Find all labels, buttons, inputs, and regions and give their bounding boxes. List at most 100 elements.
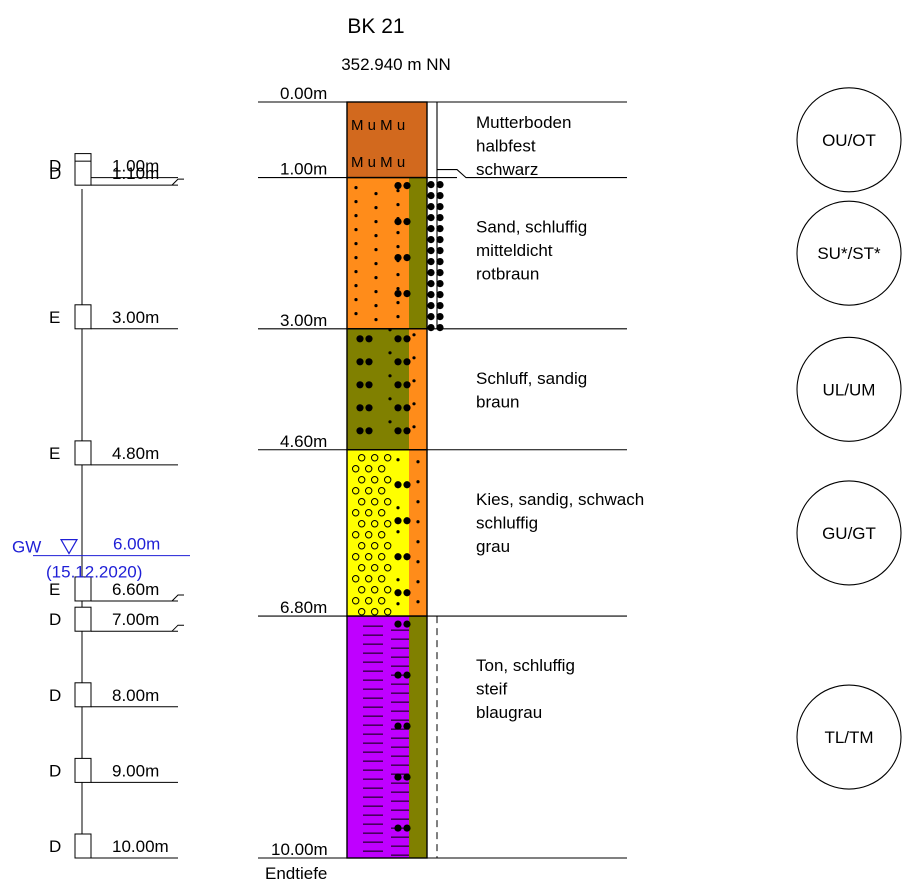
layer-top-depth-label: 1.00m — [280, 160, 327, 179]
sample-3: E 3.00m — [49, 304, 178, 330]
pattern-text: M u M u — [351, 117, 405, 134]
layer-top-depth-label: 0.00m — [280, 84, 327, 103]
pattern-double-dot — [394, 620, 402, 628]
pattern-dot — [396, 602, 400, 606]
pattern-dot — [374, 206, 378, 210]
layer-3 — [346, 328, 428, 451]
pattern-dot — [374, 290, 378, 294]
layer-fill — [347, 102, 427, 178]
gravel-circle — [383, 520, 392, 528]
gravel-circle — [364, 531, 373, 539]
pattern-dot — [396, 273, 400, 277]
pattern-dot — [412, 402, 416, 406]
gravel-circle — [377, 487, 386, 495]
soil-group-circle — [796, 200, 902, 306]
gravel-circle — [351, 487, 360, 495]
pattern-double-dot — [394, 517, 402, 525]
pattern-dot — [396, 231, 400, 235]
layer-description-line: schwarz — [476, 160, 538, 179]
gravel-circle — [351, 553, 360, 561]
layer-description-line: steif — [476, 680, 507, 699]
sample-box — [74, 304, 92, 330]
pattern-dot — [354, 312, 358, 316]
groundwater-depth-label: 6.00m — [113, 535, 160, 554]
pattern-dot — [416, 580, 420, 584]
gravel-circle — [370, 454, 379, 462]
layer-description-line: Mutterboden — [476, 113, 571, 132]
sample-box — [74, 682, 92, 708]
soil-group-label: GU/GT — [822, 524, 876, 543]
pattern-dot — [388, 374, 392, 378]
sample-type: D — [49, 157, 61, 176]
gravel-circle — [383, 608, 392, 616]
side-dot — [427, 313, 435, 321]
pattern-dot — [374, 192, 378, 196]
pattern-dot — [416, 460, 420, 464]
pattern-double-dot — [394, 182, 402, 190]
side-dot — [427, 214, 435, 222]
pattern-dot — [354, 228, 358, 232]
gravel-circle — [364, 553, 373, 561]
gravel-circle — [377, 597, 386, 605]
layer-description-line: schluffig — [476, 513, 538, 532]
base-note: Endtiefe — [265, 864, 327, 883]
sample-depth-label: 8.00m — [112, 686, 159, 705]
layer-description-line: mitteldicht — [476, 241, 553, 260]
sample-depth-label: 1.10m — [112, 164, 159, 183]
gravel-circle — [357, 476, 366, 484]
pattern-dot — [396, 301, 400, 305]
gravel-circle — [377, 509, 386, 517]
layer-strip — [409, 328, 427, 450]
pattern-dot — [416, 540, 420, 544]
base-depth-label: 10.00m — [271, 840, 328, 859]
gravel-circle — [364, 465, 373, 473]
sample-depth-label: 3.00m — [112, 308, 159, 327]
sample-box — [74, 833, 92, 859]
gravel-circle — [383, 564, 392, 572]
gravel-circle — [370, 542, 379, 550]
gravel-circle — [364, 487, 373, 495]
layer-5 — [346, 615, 438, 859]
side-dot — [427, 291, 435, 299]
pattern-dot — [416, 600, 420, 604]
pattern-double-dot — [394, 773, 402, 781]
sample-9: D 10.00m — [49, 833, 178, 859]
pattern-dot — [396, 287, 400, 291]
pattern-dot — [354, 242, 358, 246]
side-dot — [427, 269, 435, 277]
sample-tick — [171, 624, 184, 632]
side-dot — [427, 258, 435, 266]
pattern-dot — [374, 262, 378, 266]
pattern-dot — [412, 356, 416, 360]
layer-strip — [409, 177, 427, 329]
pattern-dot — [396, 530, 400, 534]
pattern-dot — [396, 578, 400, 582]
pattern-dot — [396, 245, 400, 249]
pattern-double-dot — [394, 218, 402, 226]
pattern-double-dot — [356, 381, 364, 389]
pattern-double-dot — [356, 427, 364, 435]
pattern-double-dot — [394, 589, 402, 597]
layer-top-depth-label: 3.00m — [280, 311, 327, 330]
pattern-dot — [388, 397, 392, 401]
log-title: BK 21 — [347, 15, 404, 38]
pattern-double-dot — [394, 427, 402, 435]
pattern-double-dot — [394, 381, 402, 389]
layer-2 — [346, 176, 444, 332]
soil-group-label: OU/OT — [822, 131, 876, 150]
sample-2: D 1.10m — [49, 160, 184, 186]
sample-type: D — [49, 761, 61, 780]
layer-description-line: Kies, sandig, schwach — [476, 490, 644, 509]
side-dot — [427, 225, 435, 233]
gravel-circle — [351, 531, 360, 539]
pattern-double-dot — [356, 404, 364, 412]
gravel-circle — [351, 465, 360, 473]
side-dot — [427, 203, 435, 211]
layer-description-line: blaugrau — [476, 703, 542, 722]
sample-box — [74, 160, 92, 186]
pattern-dot — [412, 333, 416, 337]
pattern-dot — [416, 520, 420, 524]
pattern-dot — [416, 480, 420, 484]
sample-tick — [171, 594, 184, 602]
